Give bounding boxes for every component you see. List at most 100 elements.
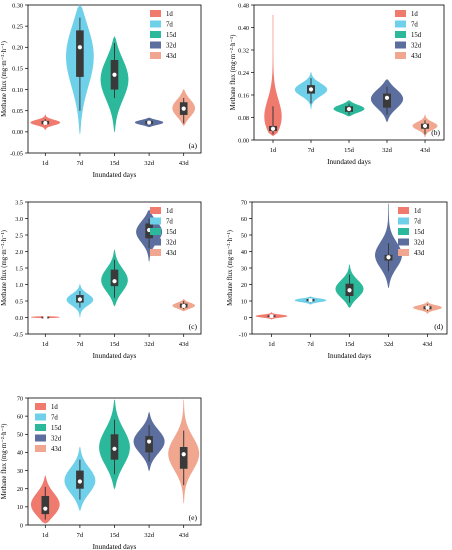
violin-median-point: [77, 479, 82, 484]
legend-swatch: [150, 238, 161, 246]
violin-median-point: [147, 120, 152, 125]
x-axis-ticks: 1d 7d 15d 32d 43d: [270, 140, 431, 154]
y-tick-label: 0.20: [12, 45, 23, 52]
panel-e: 0 10 20 30 40 50 60 70 1d 7d 15d 32d 43d Inundated da…: [1, 395, 202, 550]
violin-7d: [66, 283, 94, 318]
x-tick-label: 7d: [308, 147, 315, 154]
legend-label: 1d: [51, 404, 58, 411]
x-tick-label: 32d: [144, 341, 155, 348]
y-tick-label: -0.5: [13, 331, 23, 338]
legend-label: 7d: [166, 219, 173, 226]
violin-7d: [66, 4, 94, 135]
legend-label: 15d: [166, 32, 177, 39]
panel-label: (b): [431, 128, 440, 137]
y-tick-label: 30: [241, 265, 247, 272]
y-tick-label: 2.5: [15, 232, 23, 239]
violin-median-point: [347, 288, 352, 293]
violin-median-point: [422, 123, 428, 129]
x-tick-label: 15d: [110, 341, 121, 348]
violin-median-point: [43, 506, 48, 511]
y-tick-label: 0.30: [12, 2, 23, 9]
y-axis-ticks: -10 0 10 20 30 40 50 60 70: [239, 199, 252, 338]
y-tick-label: 0.25: [12, 23, 23, 30]
x-tick-label: 43d: [179, 160, 190, 167]
legend-label: 32d: [166, 240, 177, 247]
y-tick-label: 0.40: [238, 25, 249, 32]
y-axis-ticks: 0 10 20 30 40 50 60 70: [17, 395, 28, 529]
x-tick-label: 32d: [384, 341, 395, 348]
y-tick-label: 30: [17, 468, 23, 475]
violin-median-point: [147, 439, 152, 444]
legend-label: 43d: [411, 53, 422, 60]
panel-label: (c): [189, 322, 198, 331]
y-tick-label: 10: [241, 298, 247, 305]
legend-swatch: [150, 217, 161, 225]
y-axis-ticks: 0.00 0.08 0.16 0.24 0.32 0.40 0.48: [238, 2, 254, 144]
y-tick-label: -10: [239, 331, 247, 338]
legend-swatch: [150, 52, 161, 59]
violin-median-point: [43, 315, 48, 320]
x-tick-label: 43d: [179, 341, 190, 348]
legend: 1d 7d 15d 32d 43d: [150, 207, 177, 257]
x-tick-label: 43d: [420, 147, 431, 154]
legend-swatch: [35, 403, 46, 410]
y-tick-label: 0.0: [15, 315, 23, 322]
y-tick-label: 3.5: [15, 199, 23, 206]
violin-43d: [172, 298, 195, 312]
legend-swatch: [395, 41, 406, 49]
violin-43d: [172, 89, 196, 126]
x-axis-label: Inundated days: [328, 352, 372, 360]
x-axis-ticks: 1d 7d 15d 32d 43d: [42, 334, 189, 348]
violin-median-point: [77, 45, 82, 50]
legend-swatch: [150, 228, 161, 235]
violin-32d: [133, 411, 165, 472]
y-tick-label: 20: [17, 486, 23, 493]
violin-7d: [294, 71, 328, 110]
legend-label: 7d: [414, 219, 421, 226]
legend-swatch: [150, 41, 161, 49]
x-tick-label: 43d: [179, 532, 190, 539]
legend-label: 43d: [51, 446, 62, 453]
legend-swatch: [150, 249, 161, 256]
legend-label: 15d: [166, 229, 177, 236]
y-tick-label: 0.08: [238, 115, 249, 122]
violin-median-point: [112, 72, 117, 77]
violin-median-point: [181, 303, 186, 309]
y-tick-label: 0.00: [238, 137, 249, 144]
y-tick-label: 0.5: [15, 298, 23, 305]
panel-label: (e): [189, 513, 198, 522]
legend-label: 43d: [414, 250, 425, 257]
y-tick-label: 1.5: [15, 265, 23, 272]
legend-swatch: [395, 20, 406, 28]
y-tick-label: 0.24: [238, 70, 249, 77]
violin-median-point: [269, 314, 274, 319]
x-axis-label: Inundated days: [93, 171, 137, 179]
y-tick-label: 0.15: [12, 66, 23, 73]
legend-swatch: [150, 207, 161, 214]
violin-1d: [30, 475, 60, 524]
x-tick-label: 7d: [77, 160, 84, 167]
y-tick-label: 2.0: [15, 249, 23, 256]
y-tick-label: 40: [241, 249, 247, 256]
legend-label: 7d: [51, 415, 58, 422]
legend: 1d 7d 15d 32d 43d: [395, 10, 422, 60]
violin-median-point: [308, 87, 314, 92]
violin-15d: [99, 399, 130, 490]
x-tick-label: 15d: [344, 147, 355, 154]
y-axis-label: Methane flux (mg·m⁻²·h⁻¹): [1, 41, 8, 117]
panel-label: (d): [434, 322, 443, 331]
y-tick-label: 60: [17, 413, 23, 420]
y-tick-label: 50: [17, 432, 23, 439]
violin-1d: [30, 315, 60, 320]
y-axis-label: Methane flux (mg·m⁻²·h⁻¹): [230, 35, 237, 111]
y-tick-label: 70: [241, 199, 247, 206]
legend-swatch: [150, 31, 161, 38]
legend-label: 7d: [166, 22, 173, 29]
x-tick-label: 1d: [42, 532, 49, 539]
violin-iqr-box: [179, 446, 188, 469]
legend-label: 1d: [414, 208, 421, 215]
y-tick-label: 3.0: [15, 216, 23, 223]
y-tick-label: 40: [17, 450, 23, 457]
legend-label: 1d: [166, 11, 173, 18]
legend-label: 32d: [411, 43, 422, 50]
